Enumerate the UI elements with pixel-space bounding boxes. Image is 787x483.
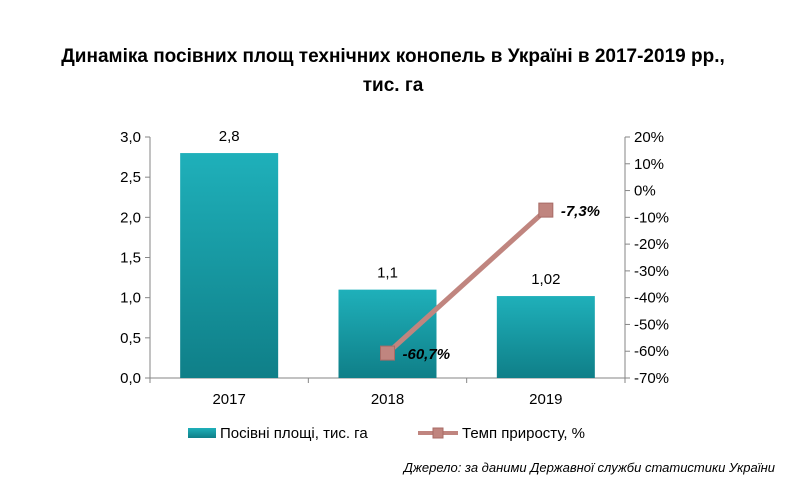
right-tick-label: -70% bbox=[634, 370, 669, 387]
right-tick-label: -30% bbox=[634, 263, 669, 280]
right-tick-label: 0% bbox=[634, 183, 656, 200]
right-tick-label: -60% bbox=[634, 343, 669, 360]
left-tick-label: 0,0 bbox=[120, 370, 141, 387]
legend-line-label: Темп приросту, % bbox=[462, 425, 585, 442]
source-note: Джерело: за даними Державної служби стат… bbox=[402, 460, 775, 475]
left-tick-label: 2,0 bbox=[120, 209, 141, 226]
rate-point bbox=[380, 345, 395, 361]
bar bbox=[338, 289, 437, 378]
chart-title: Динаміка посівних площ технічних конопел… bbox=[61, 46, 725, 96]
left-tick-label: 1,0 bbox=[120, 290, 141, 307]
x-tick-label: 2019 bbox=[529, 391, 562, 408]
rate-value-label: -60,7% bbox=[403, 346, 451, 363]
right-tick-label: -50% bbox=[634, 316, 669, 333]
chart-title-line-1: Динаміка посівних площ технічних конопел… bbox=[61, 46, 725, 67]
right-tick-label: 20% bbox=[634, 129, 664, 146]
bar bbox=[180, 153, 279, 378]
left-tick-label: 2,5 bbox=[120, 169, 141, 186]
left-tick-label: 3,0 bbox=[120, 129, 141, 146]
legend-bar-swatch bbox=[188, 428, 216, 438]
bar bbox=[496, 296, 595, 378]
right-tick-label: -10% bbox=[634, 209, 669, 226]
legend-line-marker bbox=[432, 427, 444, 439]
right-tick-label: 10% bbox=[634, 156, 664, 173]
rate-line bbox=[385, 208, 548, 355]
chart-title-line-2: тис. га bbox=[363, 75, 424, 96]
bar-value-label: 2,8 bbox=[219, 128, 240, 145]
plot-area: 0,0 0,5 1,0 1,5 2,0 2,5 3,0 -70% -60% -50% -40% -30… bbox=[120, 128, 669, 408]
legend-bar-label: Посівні площі, тис. га bbox=[220, 425, 368, 442]
left-tick-label: 0,5 bbox=[120, 330, 141, 347]
rate-value-label: -7,3% bbox=[561, 203, 600, 220]
x-tick-label: 2018 bbox=[371, 391, 404, 408]
bar-value-label: 1,02 bbox=[531, 271, 560, 288]
left-tick-label: 1,5 bbox=[120, 250, 141, 267]
x-tick-label: 2017 bbox=[212, 391, 245, 408]
right-tick-label: -20% bbox=[634, 236, 669, 253]
legend: Посівні площі, тис. га Темп приросту, % bbox=[188, 425, 585, 442]
bar-value-label: 1,1 bbox=[377, 265, 398, 282]
rate-point bbox=[538, 202, 554, 218]
right-tick-label: -40% bbox=[634, 290, 669, 307]
